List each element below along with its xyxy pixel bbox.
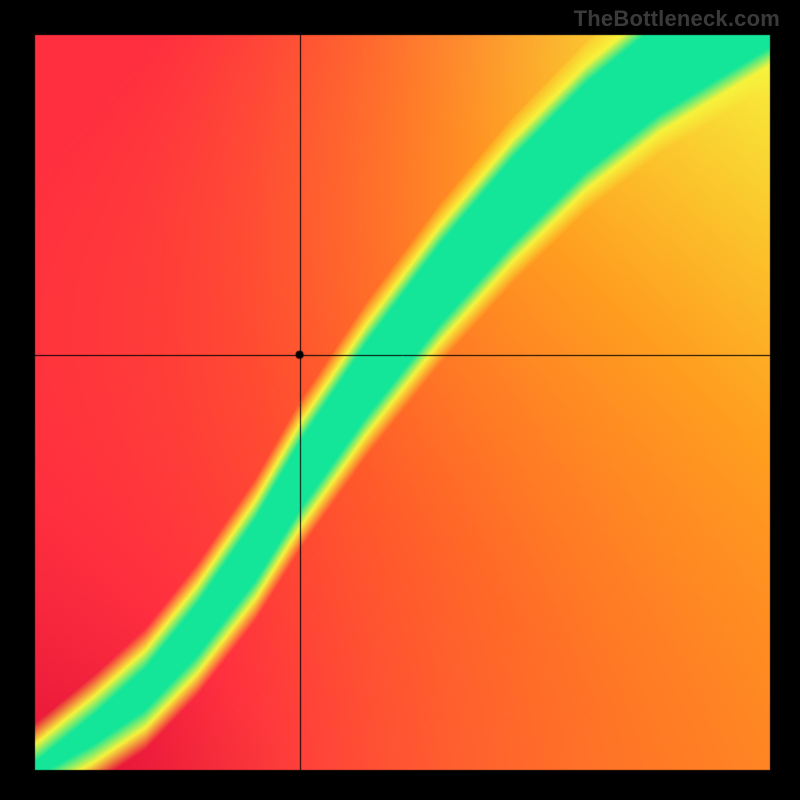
chart-container: TheBottleneck.com [0, 0, 800, 800]
attribution-label: TheBottleneck.com [574, 6, 780, 32]
bottleneck-heatmap [0, 0, 800, 800]
